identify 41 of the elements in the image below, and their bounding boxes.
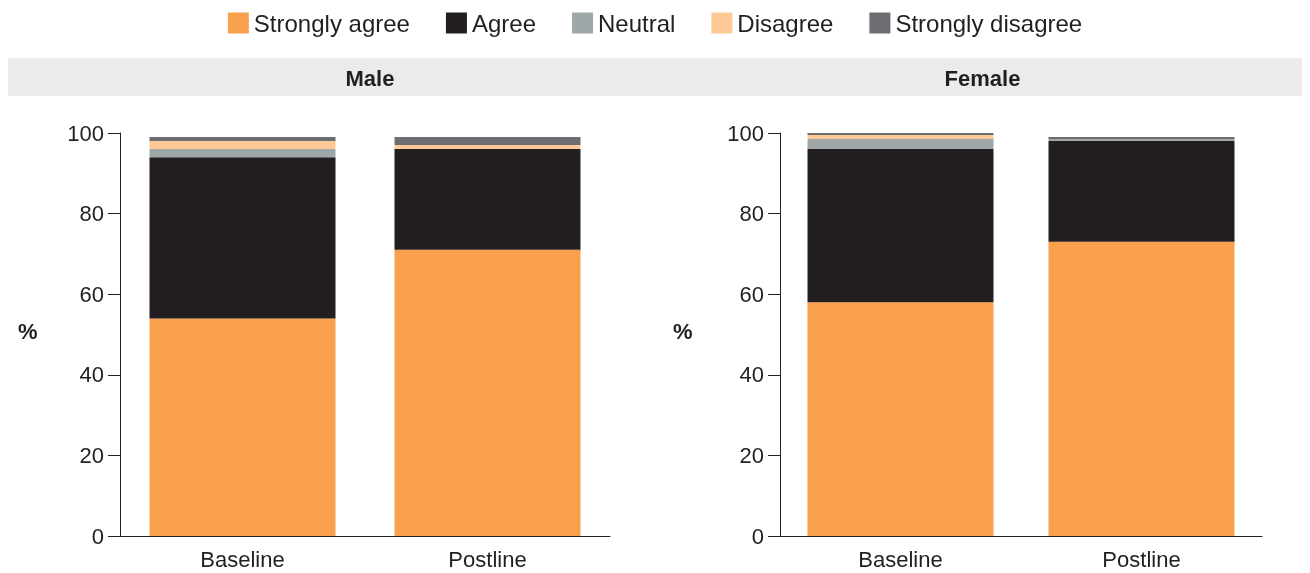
bar [149, 141, 336, 150]
y-tick-label: 40 [739, 362, 764, 388]
x-tick-label: Baseline [858, 546, 943, 572]
bar [394, 137, 581, 146]
bar [1048, 141, 1235, 242]
y-tick-label: 0 [91, 523, 104, 549]
legend-label: Agree [471, 9, 536, 37]
bar [807, 139, 994, 150]
legend-label: Disagree [737, 9, 834, 37]
x-tick-label: Postline [448, 546, 527, 572]
y-tick-label: 100 [727, 120, 764, 146]
y-tick-label: 60 [79, 281, 104, 307]
bar [149, 157, 336, 319]
bar [149, 149, 336, 158]
x-tick-label: Postline [1102, 546, 1181, 572]
y-axis-title: % [18, 318, 38, 344]
legend-label: Neutral [597, 9, 676, 37]
y-tick-label: 40 [79, 362, 104, 388]
y-tick-label: 0 [751, 523, 764, 549]
chart-title: Male [345, 65, 395, 91]
chart-title: Female [944, 65, 1021, 91]
y-tick-label: 20 [739, 442, 764, 468]
bar [807, 302, 994, 536]
legend-label: Strongly disagree [895, 9, 1083, 37]
bar [149, 137, 336, 142]
x-tick-label: Baseline [200, 546, 285, 572]
bar [394, 145, 581, 150]
legend-label: Strongly agree [253, 9, 410, 37]
y-tick-label: 80 [739, 201, 764, 227]
bar [807, 149, 994, 303]
y-tick-label: 60 [739, 281, 764, 307]
bar [807, 133, 994, 136]
y-tick-label: 100 [67, 120, 104, 146]
y-tick-label: 80 [79, 201, 104, 227]
y-tick-label: 20 [79, 442, 104, 468]
bar [1048, 241, 1235, 536]
y-axis-title: % [673, 318, 693, 344]
bar [394, 149, 581, 250]
bar [394, 249, 581, 536]
bar [807, 135, 994, 140]
bar [149, 318, 336, 536]
